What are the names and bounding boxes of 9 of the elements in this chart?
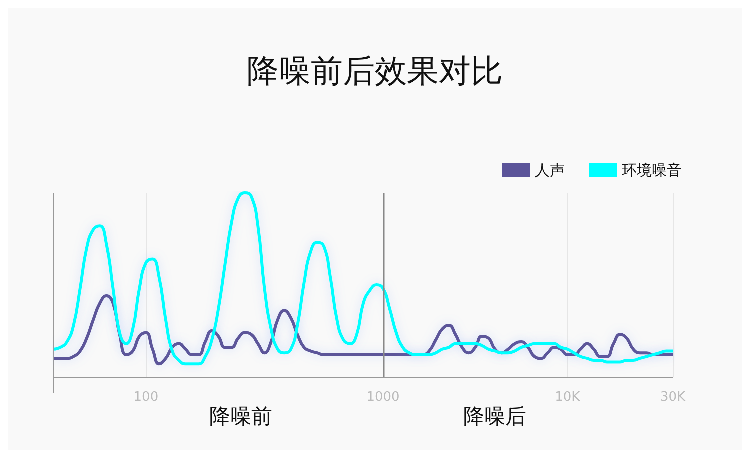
legend-label: 环境噪音 (622, 162, 682, 180)
x-tick-label: 1000 (366, 390, 400, 405)
x-tick-label: 30K (660, 390, 686, 405)
chart-title: 降噪前后效果对比 (247, 52, 503, 90)
text: 降噪后 (464, 404, 526, 428)
x-tick-label: 10K (555, 390, 581, 405)
legend-label: 人声 (535, 162, 565, 180)
x-tick-label: 100 (134, 390, 159, 405)
text: 降噪前 (210, 404, 272, 428)
